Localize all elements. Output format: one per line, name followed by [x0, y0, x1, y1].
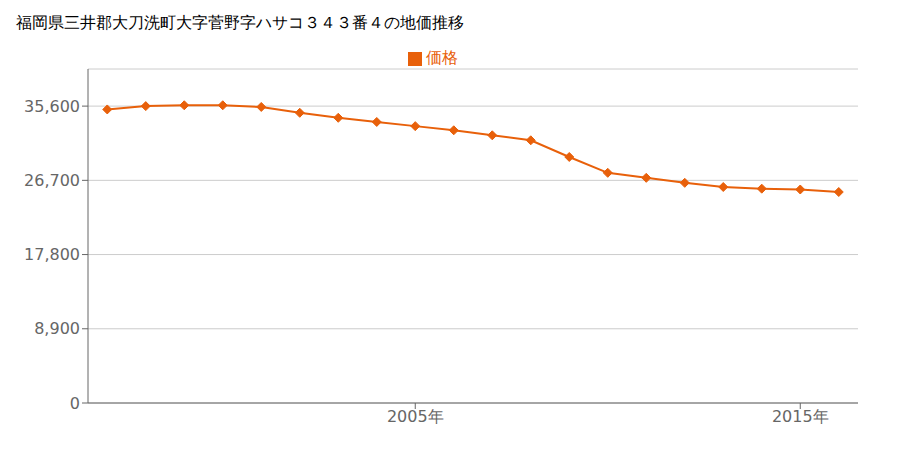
svg-text:26,700: 26,700 — [24, 171, 80, 190]
svg-text:2015年: 2015年 — [772, 407, 829, 426]
svg-text:2005年: 2005年 — [387, 407, 444, 426]
html-text:福岡県三井郡大刀洗町大字菅野字ハサコ３４３番４の地価推移: 福岡県三井郡大刀洗町大字菅野字ハサコ３４３番４の地価推移 — [16, 13, 464, 32]
svg-text:0: 0 — [70, 394, 80, 413]
svg-text:8,900: 8,900 — [34, 319, 80, 338]
svg-text:35,600: 35,600 — [24, 97, 80, 116]
html-text:価格: 価格 — [426, 48, 458, 67]
svg-text:17,800: 17,800 — [24, 245, 80, 264]
